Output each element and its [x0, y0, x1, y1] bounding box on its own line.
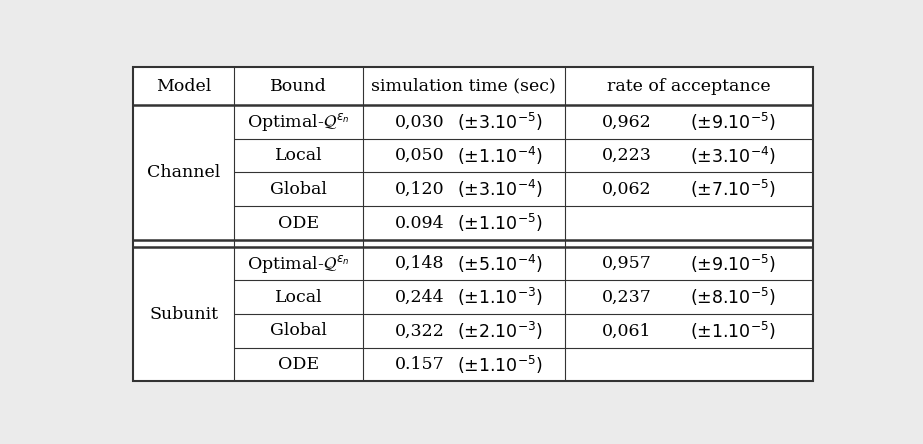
Text: 0.157: 0.157 [395, 356, 444, 373]
Text: $(\pm3.10^{-4})$: $(\pm3.10^{-4})$ [457, 178, 543, 200]
Text: $(\pm7.10^{-5})$: $(\pm7.10^{-5})$ [690, 178, 776, 200]
Text: Local: Local [274, 147, 322, 164]
Text: $(\pm1.10^{-3})$: $(\pm1.10^{-3})$ [457, 286, 543, 308]
Text: Channel: Channel [147, 164, 221, 181]
Text: 0,244: 0,244 [395, 289, 444, 306]
Text: 0,050: 0,050 [395, 147, 444, 164]
Text: $(\pm9.10^{-5})$: $(\pm9.10^{-5})$ [690, 253, 776, 275]
Text: 0,120: 0,120 [395, 181, 444, 198]
Text: $(\pm3.10^{-5})$: $(\pm3.10^{-5})$ [457, 111, 543, 133]
Text: $(\pm1.10^{-5})$: $(\pm1.10^{-5})$ [690, 320, 776, 342]
Text: 0,062: 0,062 [602, 181, 652, 198]
Text: 0,957: 0,957 [602, 255, 652, 272]
Text: $(\pm1.10^{-5})$: $(\pm1.10^{-5})$ [457, 212, 543, 234]
Text: 0,148: 0,148 [395, 255, 444, 272]
Text: Optimal-$\mathcal{Q}^{\epsilon_n}$: Optimal-$\mathcal{Q}^{\epsilon_n}$ [247, 111, 350, 133]
Text: $(\pm1.10^{-5})$: $(\pm1.10^{-5})$ [457, 353, 543, 376]
Text: $(\pm1.10^{-4})$: $(\pm1.10^{-4})$ [457, 145, 543, 166]
Text: $(\pm3.10^{-4})$: $(\pm3.10^{-4})$ [690, 145, 776, 166]
Text: 0,223: 0,223 [602, 147, 652, 164]
Text: Model: Model [156, 78, 211, 95]
Text: Optimal-$\mathcal{Q}^{\epsilon_n}$: Optimal-$\mathcal{Q}^{\epsilon_n}$ [247, 253, 350, 274]
Text: $(\pm8.10^{-5})$: $(\pm8.10^{-5})$ [690, 286, 776, 308]
Text: 0,061: 0,061 [602, 322, 652, 340]
Text: $(\pm5.10^{-4})$: $(\pm5.10^{-4})$ [457, 253, 543, 275]
Text: ODE: ODE [278, 356, 319, 373]
Text: 0,962: 0,962 [602, 114, 652, 131]
Text: 0.094: 0.094 [395, 214, 444, 231]
Text: 0,030: 0,030 [395, 114, 444, 131]
Text: 0,322: 0,322 [394, 322, 444, 340]
Text: Global: Global [270, 322, 327, 340]
Text: 0,237: 0,237 [602, 289, 652, 306]
Text: Subunit: Subunit [149, 305, 218, 323]
Text: ODE: ODE [278, 214, 319, 231]
Text: Local: Local [274, 289, 322, 306]
Text: rate of acceptance: rate of acceptance [607, 78, 771, 95]
Text: simulation time (sec): simulation time (sec) [371, 78, 557, 95]
Text: Global: Global [270, 181, 327, 198]
Text: $(\pm2.10^{-3})$: $(\pm2.10^{-3})$ [457, 320, 543, 342]
Text: $(\pm9.10^{-5})$: $(\pm9.10^{-5})$ [690, 111, 776, 133]
Text: Bound: Bound [270, 78, 327, 95]
